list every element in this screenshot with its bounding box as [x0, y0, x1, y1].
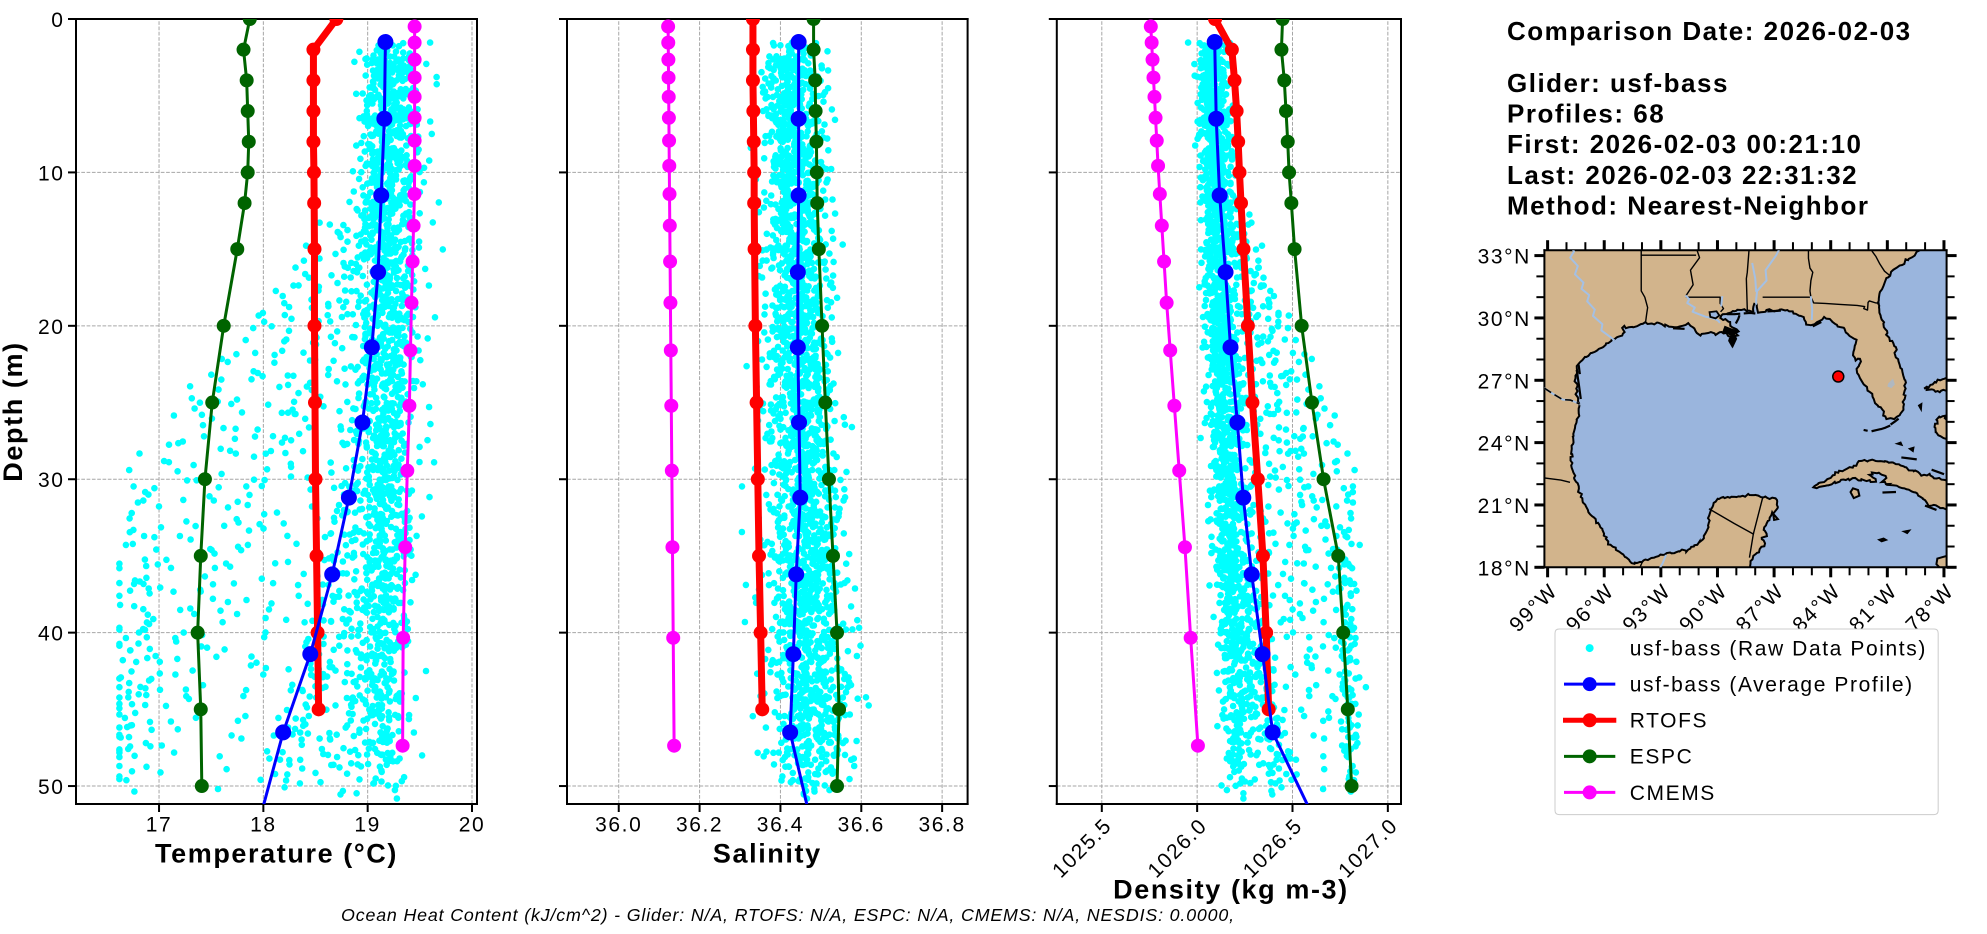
svg-text:40: 40 [38, 623, 65, 646]
svg-text:Temperature (°C): Temperature (°C) [155, 838, 398, 868]
svg-text:Density (kg m-3): Density (kg m-3) [1113, 875, 1349, 905]
svg-text:Method: Nearest-Neighbor: Method: Nearest-Neighbor [1507, 191, 1869, 221]
svg-text:usf-bass (Raw Data Points): usf-bass (Raw Data Points) [1630, 637, 1927, 660]
svg-text:24°N: 24°N [1478, 433, 1531, 456]
svg-text:20: 20 [38, 316, 65, 339]
svg-text:Comparison Date: 2026-02-03: Comparison Date: 2026-02-03 [1507, 16, 1912, 46]
svg-text:0: 0 [51, 9, 64, 32]
svg-text:10: 10 [38, 162, 65, 185]
svg-text:Salinity: Salinity [713, 838, 822, 868]
svg-text:50: 50 [38, 776, 65, 799]
svg-text:30: 30 [38, 469, 65, 492]
svg-text:21°N: 21°N [1478, 495, 1531, 518]
svg-text:Last: 2026-02-03 22:31:32: Last: 2026-02-03 22:31:32 [1507, 160, 1858, 190]
svg-text:36.2: 36.2 [676, 813, 723, 836]
svg-text:33°N: 33°N [1478, 246, 1531, 269]
svg-text:20: 20 [459, 813, 486, 836]
svg-text:Depth (m): Depth (m) [0, 341, 28, 481]
svg-text:36.8: 36.8 [918, 813, 965, 836]
svg-text:Profiles: 68: Profiles: 68 [1507, 98, 1665, 128]
svg-text:Glider: usf-bass: Glider: usf-bass [1507, 68, 1729, 98]
svg-text:18: 18 [250, 813, 277, 836]
svg-text:30°N: 30°N [1478, 308, 1531, 331]
svg-text:19: 19 [354, 813, 381, 836]
svg-text:36.6: 36.6 [838, 813, 885, 836]
svg-text:Ocean Heat Content (kJ/cm^2) -: Ocean Heat Content (kJ/cm^2) - Glider: N… [341, 905, 1235, 925]
svg-text:CMEMS: CMEMS [1630, 782, 1716, 805]
svg-text:17: 17 [146, 813, 173, 836]
svg-text:36.0: 36.0 [595, 813, 642, 836]
svg-text:usf-bass (Average Profile): usf-bass (Average Profile) [1630, 674, 1914, 697]
svg-text:27°N: 27°N [1478, 370, 1531, 393]
svg-text:First: 2026-02-03 00:21:10: First: 2026-02-03 00:21:10 [1507, 129, 1863, 159]
svg-text:18°N: 18°N [1478, 557, 1531, 580]
svg-text:ESPC: ESPC [1630, 746, 1694, 769]
svg-text:RTOFS: RTOFS [1630, 710, 1708, 733]
svg-text:36.4: 36.4 [757, 813, 804, 836]
